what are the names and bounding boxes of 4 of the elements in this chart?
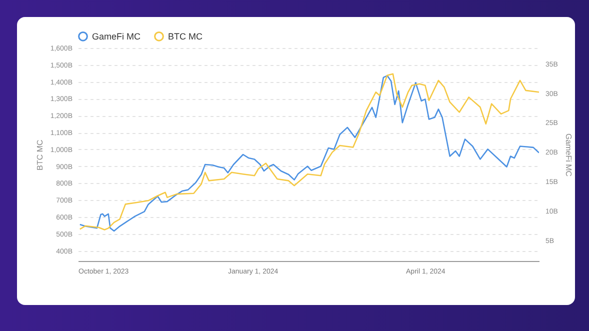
- y2-axis-title: GameFi MC: [564, 133, 573, 177]
- legend-label: GameFi MC: [92, 31, 142, 42]
- legend-label: BTC MC: [168, 31, 203, 42]
- y-axis-title: BTC MC: [35, 139, 44, 170]
